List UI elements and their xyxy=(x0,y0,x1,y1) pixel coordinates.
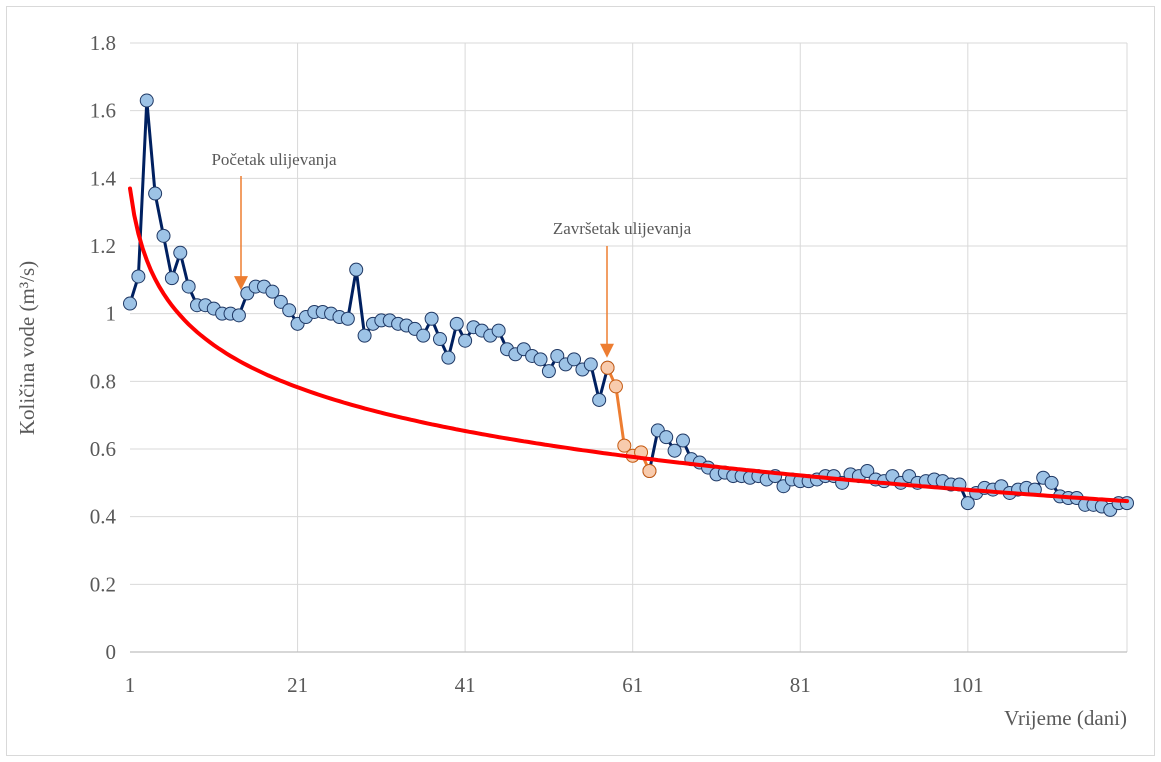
data-point xyxy=(164,271,179,286)
x-tick-label: 81 xyxy=(790,673,811,697)
data-point xyxy=(1120,496,1134,511)
data-point xyxy=(349,262,364,277)
data-point xyxy=(265,284,280,299)
data-point xyxy=(860,463,875,478)
y-tick-labels: 0 0.2 0.4 0.6 0.8 1 1.2 1.4 1.6 1.8 xyxy=(90,31,117,664)
data-point xyxy=(156,228,171,243)
x-tick-label: 1 xyxy=(125,673,136,697)
y-tick-label: 1 xyxy=(106,302,117,326)
data-point xyxy=(231,308,246,323)
annotation-label: Završetak ulijevanja xyxy=(553,219,692,238)
x-tick-label: 61 xyxy=(622,673,643,697)
data-point xyxy=(567,352,582,367)
data-point xyxy=(458,333,473,348)
y-tick-label: 0.4 xyxy=(90,505,117,529)
y-tick-label: 0.8 xyxy=(90,369,116,393)
data-point xyxy=(139,93,154,108)
data-point xyxy=(600,360,615,375)
y-tick-label: 1.4 xyxy=(90,166,117,190)
annotation-arrowhead xyxy=(234,276,248,291)
data-point xyxy=(173,245,188,260)
data-point xyxy=(659,430,674,445)
data-point xyxy=(181,279,196,294)
data-point xyxy=(541,364,556,379)
data-point xyxy=(592,392,607,407)
data-point xyxy=(583,357,598,372)
x-tick-labels: 1 21 41 61 81 101 xyxy=(125,673,984,697)
x-tick-label: 101 xyxy=(952,673,984,697)
annotation-arrowhead xyxy=(600,343,614,358)
y-axis-title: Količina vode (m³/s) xyxy=(15,261,39,435)
data-point xyxy=(617,438,632,453)
gridlines xyxy=(130,42,1128,653)
data-point xyxy=(449,316,464,331)
data-point xyxy=(550,348,565,363)
data-point xyxy=(642,463,657,478)
data-point xyxy=(608,379,623,394)
y-tick-label: 1.8 xyxy=(90,31,116,55)
series-layer xyxy=(123,93,1134,517)
y-tick-label: 0 xyxy=(106,640,117,664)
data-point xyxy=(1044,475,1059,490)
data-point xyxy=(148,186,163,201)
y-tick-label: 1.6 xyxy=(90,99,116,123)
data-point xyxy=(441,350,456,365)
data-point xyxy=(282,303,297,318)
data-point xyxy=(424,311,439,326)
data-point xyxy=(960,496,975,511)
data-point xyxy=(491,323,506,338)
x-tick-label: 21 xyxy=(287,673,308,697)
annotation-label: Početak ulijevanja xyxy=(211,150,337,169)
y-tick-label: 0.2 xyxy=(90,572,116,596)
data-point xyxy=(416,328,431,343)
data-point xyxy=(667,443,682,458)
data-point xyxy=(533,352,548,367)
annotations: Početak ulijevanja Završetak ulijevanja xyxy=(211,150,692,358)
data-point xyxy=(432,332,447,347)
data-point xyxy=(675,433,690,448)
data-point xyxy=(123,296,137,311)
x-tick-label: 41 xyxy=(455,673,476,697)
trend-line xyxy=(128,186,1129,504)
chart-frame xyxy=(6,6,1155,756)
y-tick-label: 1.2 xyxy=(90,234,116,258)
x-axis-title: Vrijeme (dani) xyxy=(1004,706,1127,730)
data-point xyxy=(357,328,372,343)
data-point xyxy=(131,269,146,284)
y-tick-label: 0.6 xyxy=(90,437,116,461)
data-point xyxy=(273,294,288,309)
data-point xyxy=(340,311,355,326)
